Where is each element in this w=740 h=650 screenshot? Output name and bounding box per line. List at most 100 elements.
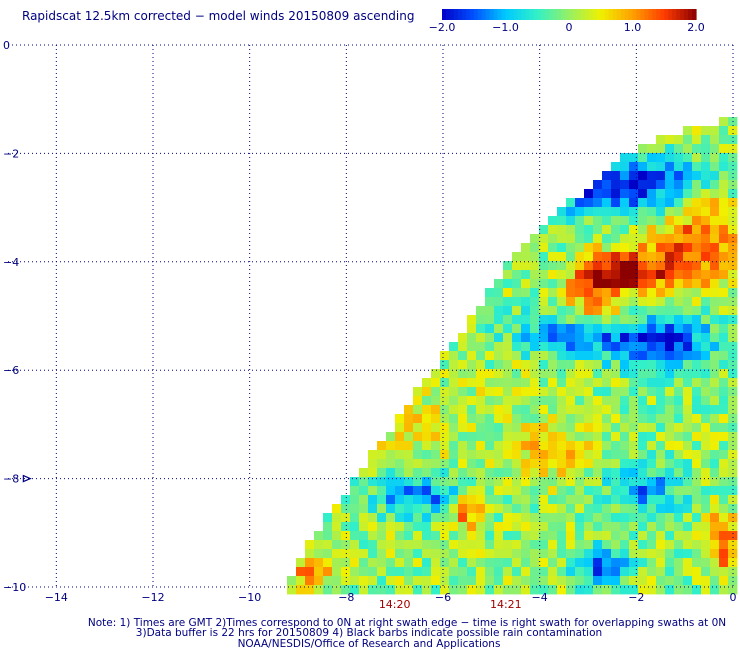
heatmap-cell: [503, 459, 513, 469]
heatmap-cell: [701, 351, 711, 361]
colorbar-swatch: [537, 9, 542, 20]
heatmap-cell: [539, 351, 549, 361]
heatmap-cell: [494, 450, 504, 460]
heatmap-cell: [305, 576, 315, 586]
heatmap-cell: [584, 252, 594, 262]
heatmap-cell: [458, 504, 468, 514]
heatmap-cell: [602, 171, 612, 181]
heatmap-cell: [404, 405, 414, 415]
heatmap-cell: [539, 513, 549, 523]
heatmap-cell: [683, 252, 693, 262]
heatmap-cell: [674, 585, 684, 595]
heatmap-cell: [701, 504, 711, 514]
heatmap-cell: [665, 144, 675, 154]
heatmap-cell: [431, 549, 441, 559]
heatmap-cell: [575, 585, 585, 595]
heatmap-cell: [395, 432, 405, 442]
heatmap-cell: [674, 180, 684, 190]
heatmap-cell: [674, 198, 684, 208]
heatmap-cell: [647, 243, 657, 253]
heatmap-cell: [584, 549, 594, 559]
heatmap-cell: [647, 432, 657, 442]
heatmap-cell: [692, 387, 702, 397]
heatmap-cell: [359, 576, 369, 586]
heatmap-cell: [620, 180, 630, 190]
heatmap-cell: [440, 540, 450, 550]
heatmap-cell: [683, 522, 693, 532]
heatmap-cell: [683, 153, 693, 163]
heatmap-cell: [503, 279, 513, 289]
heatmap-cell: [485, 414, 495, 424]
heatmap-cell: [485, 567, 495, 577]
heatmap-cell: [386, 531, 396, 541]
heatmap-cell: [557, 459, 567, 469]
heatmap-cell: [584, 513, 594, 523]
heatmap-cell: [557, 567, 567, 577]
heatmap-cell: [503, 567, 513, 577]
heatmap-cell: [602, 423, 612, 433]
heatmap-cell: [449, 387, 459, 397]
heatmap-cell: [503, 432, 513, 442]
heatmap-cell: [611, 522, 621, 532]
heatmap-cell: [395, 504, 405, 514]
heatmap-cell: [683, 360, 693, 370]
heatmap-cell: [710, 567, 720, 577]
heatmap-cell: [521, 504, 531, 514]
heatmap-cell: [413, 387, 423, 397]
heatmap-cell: [593, 468, 603, 478]
heatmap-cell: [629, 450, 639, 460]
colorbar-swatch: [529, 9, 534, 20]
heatmap-cell: [521, 549, 531, 559]
heatmap-cell: [485, 432, 495, 442]
heatmap-cell: [566, 576, 576, 586]
heatmap-cell: [440, 504, 450, 514]
heatmap-cell: [719, 558, 729, 568]
heatmap-cell: [458, 477, 468, 487]
heatmap-cell: [530, 486, 540, 496]
heatmap-cell: [458, 378, 468, 388]
heatmap-cell: [665, 522, 675, 532]
heatmap-cell: [674, 306, 684, 316]
heatmap-cell: [665, 198, 675, 208]
heatmap-cell: [701, 540, 711, 550]
heatmap-cell: [665, 216, 675, 226]
heatmap-cell: [566, 279, 576, 289]
heatmap-cell: [512, 441, 522, 451]
heatmap-cell: [530, 234, 540, 244]
colorbar-swatch: [485, 9, 491, 20]
heatmap-cell: [674, 414, 684, 424]
heatmap-cell: [674, 441, 684, 451]
heatmap-cell: [467, 513, 477, 523]
heatmap-cell: [692, 135, 702, 145]
colorbar-swatch: [684, 9, 689, 20]
colorbar-swatch: [608, 9, 614, 20]
heatmap-cell: [620, 351, 630, 361]
heatmap-cell: [719, 162, 729, 172]
heatmap-cell: [503, 522, 513, 532]
heatmap-cell: [503, 270, 513, 280]
heatmap-cell: [719, 450, 729, 460]
heatmap-cell: [683, 288, 693, 298]
heatmap-cell: [638, 189, 648, 199]
heatmap-cell: [494, 477, 504, 487]
heatmap-cell: [656, 135, 666, 145]
heatmap-cell: [413, 432, 423, 442]
heatmap-cell: [728, 360, 738, 370]
heatmap-cell: [557, 450, 567, 460]
heatmap-cell: [593, 504, 603, 514]
heatmap-cell: [620, 567, 630, 577]
heatmap-cell: [620, 189, 630, 199]
heatmap-cell: [674, 333, 684, 343]
heatmap-cell: [683, 342, 693, 352]
heatmap-cell: [431, 504, 441, 514]
heatmap-cell: [314, 576, 324, 586]
heatmap-cell: [575, 360, 585, 370]
heatmap-cell: [719, 432, 729, 442]
heatmap-cell: [683, 459, 693, 469]
heatmap-cell: [629, 432, 639, 442]
heatmap-cell: [665, 243, 675, 253]
heatmap-cell: [701, 549, 711, 559]
heatmap-cell: [566, 315, 576, 325]
heatmap-cell: [620, 486, 630, 496]
heatmap-cell: [539, 441, 549, 451]
